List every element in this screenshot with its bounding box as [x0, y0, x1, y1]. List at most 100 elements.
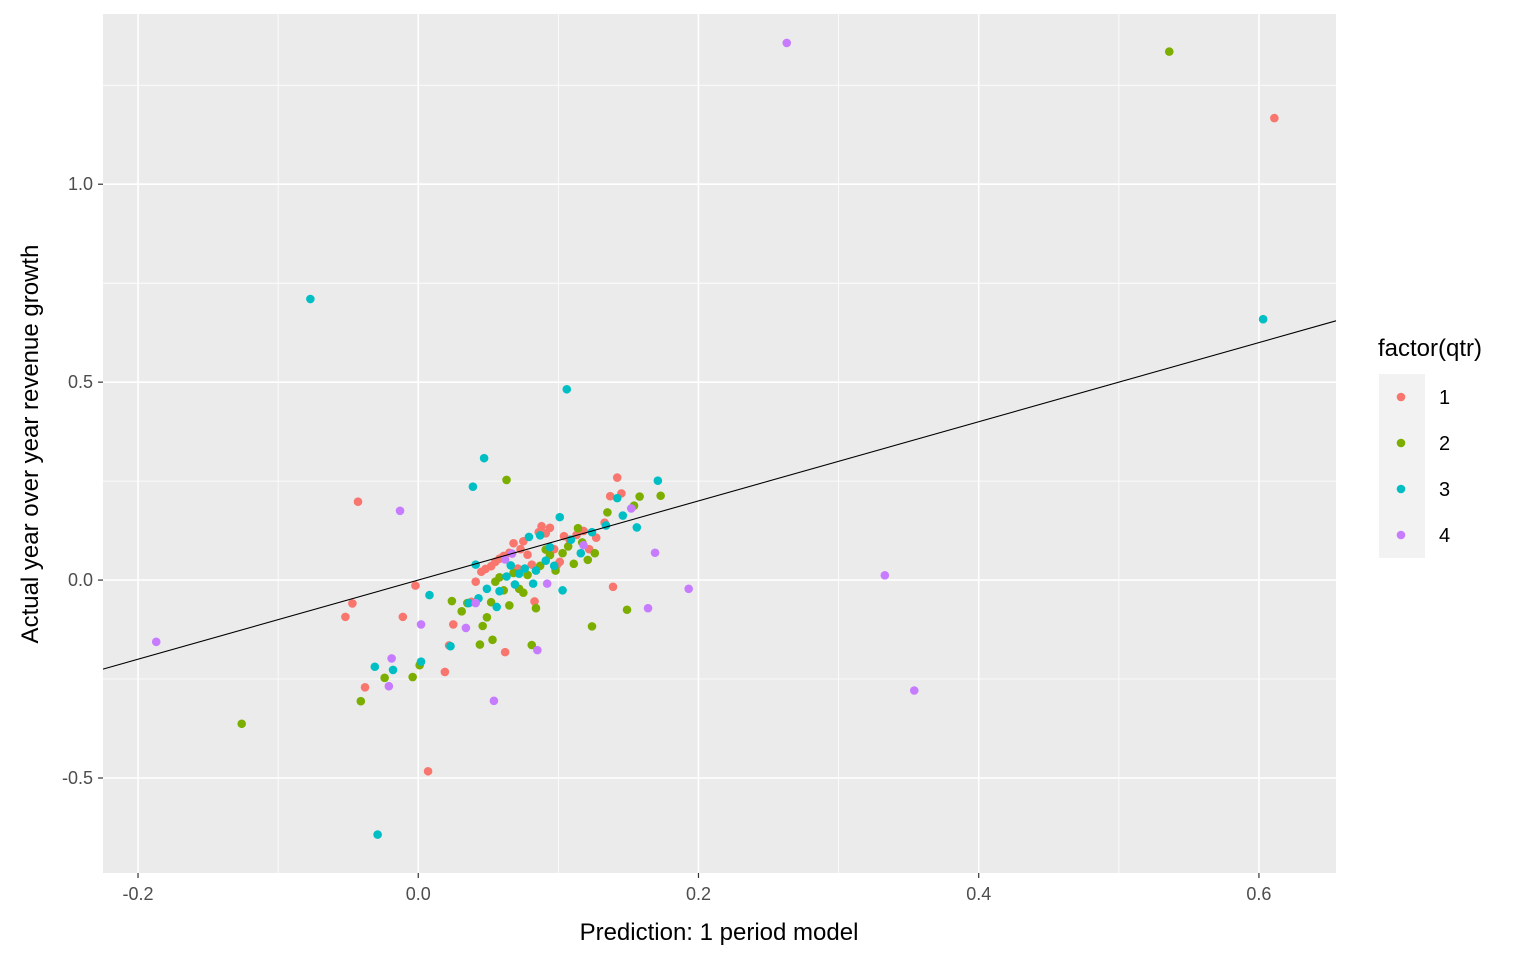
legend-key-4 — [1396, 530, 1406, 540]
data-point — [880, 571, 890, 580]
data-point — [416, 620, 426, 629]
data-point — [576, 548, 586, 558]
data-point — [398, 612, 408, 622]
data-point — [348, 599, 357, 608]
data-point — [622, 605, 632, 615]
data-point — [587, 622, 597, 631]
data-point — [423, 766, 433, 776]
y-tick-label: 0.0 — [68, 570, 93, 590]
data-point — [341, 612, 350, 622]
data-point — [555, 512, 565, 522]
data-point — [448, 620, 458, 629]
data-point — [527, 560, 537, 569]
data-point — [612, 493, 622, 503]
plot-panel — [103, 14, 1336, 873]
data-point — [656, 491, 665, 501]
data-point — [446, 641, 455, 651]
legend-items: 1 2 3 4 — [1396, 387, 1450, 547]
series-4 — [151, 38, 919, 706]
data-point — [370, 662, 380, 672]
data-point — [509, 538, 518, 548]
data-point — [635, 492, 644, 501]
data-point — [500, 555, 510, 564]
data-point — [475, 640, 485, 649]
data-point — [505, 601, 514, 610]
data-point — [542, 579, 552, 588]
data-point — [461, 623, 471, 633]
data-point — [471, 598, 481, 608]
data-point — [482, 584, 492, 594]
minor-gridlines — [103, 14, 1336, 873]
data-point — [425, 590, 434, 600]
legend-title: factor(qtr) — [1378, 335, 1482, 362]
data-point — [569, 559, 579, 569]
data-point — [373, 830, 382, 839]
data-point — [563, 542, 573, 551]
data-point — [590, 548, 600, 558]
x-tick-label: 0.6 — [1246, 884, 1271, 904]
data-point — [1164, 47, 1174, 56]
y-tick-label: 0.5 — [68, 372, 93, 392]
data-point — [237, 719, 247, 729]
data-point — [457, 607, 466, 616]
data-point — [541, 556, 551, 565]
data-point — [388, 665, 398, 675]
data-point — [545, 542, 555, 552]
legend-label-4: 4 — [1439, 525, 1450, 547]
data-point — [524, 532, 534, 542]
data-point — [579, 540, 588, 550]
data-point — [533, 645, 542, 655]
data-point — [384, 681, 394, 691]
data-point — [531, 603, 541, 613]
data-point — [411, 581, 420, 590]
data-point — [506, 561, 516, 570]
data-point — [482, 612, 492, 622]
data-point — [502, 572, 511, 581]
reference-line — [102, 320, 1337, 670]
data-point — [601, 521, 611, 530]
data-point — [612, 473, 622, 482]
data-point — [618, 511, 628, 520]
data-point — [653, 476, 663, 486]
data-point — [440, 667, 450, 677]
data-point — [549, 561, 559, 571]
data-point — [486, 597, 496, 607]
data-point — [468, 482, 478, 491]
data-point — [492, 602, 502, 612]
x-tick-label: 0.2 — [686, 884, 711, 904]
data-point — [387, 654, 396, 663]
data-point — [603, 508, 612, 517]
y-tick-label: -0.5 — [62, 768, 93, 788]
data-point — [537, 521, 546, 531]
data-point — [356, 696, 366, 706]
data-point — [395, 506, 405, 516]
x-tick-label: 0.0 — [406, 884, 431, 904]
data-point — [605, 491, 615, 501]
series-3 — [306, 294, 1268, 839]
data-point — [558, 548, 567, 558]
points-layer — [151, 38, 1279, 839]
data-point — [360, 683, 370, 692]
legend-key-1 — [1396, 392, 1406, 402]
data-point — [632, 523, 642, 532]
data-point — [650, 548, 660, 558]
legend-label-1: 1 — [1439, 387, 1450, 409]
data-point — [684, 584, 693, 594]
data-point — [527, 640, 537, 650]
data-point — [416, 657, 426, 666]
x-tick-label: -0.2 — [123, 884, 154, 904]
data-point — [528, 579, 538, 588]
data-point — [1270, 113, 1279, 123]
data-point — [545, 523, 555, 533]
data-point — [151, 637, 161, 647]
data-point — [1258, 314, 1268, 324]
data-point — [583, 555, 593, 565]
data-point — [909, 686, 919, 695]
legend-label-3: 3 — [1439, 479, 1450, 501]
data-point — [464, 598, 473, 608]
legend-key-2 — [1396, 438, 1406, 448]
data-point — [520, 564, 530, 573]
legend-label-2: 2 — [1439, 433, 1450, 455]
